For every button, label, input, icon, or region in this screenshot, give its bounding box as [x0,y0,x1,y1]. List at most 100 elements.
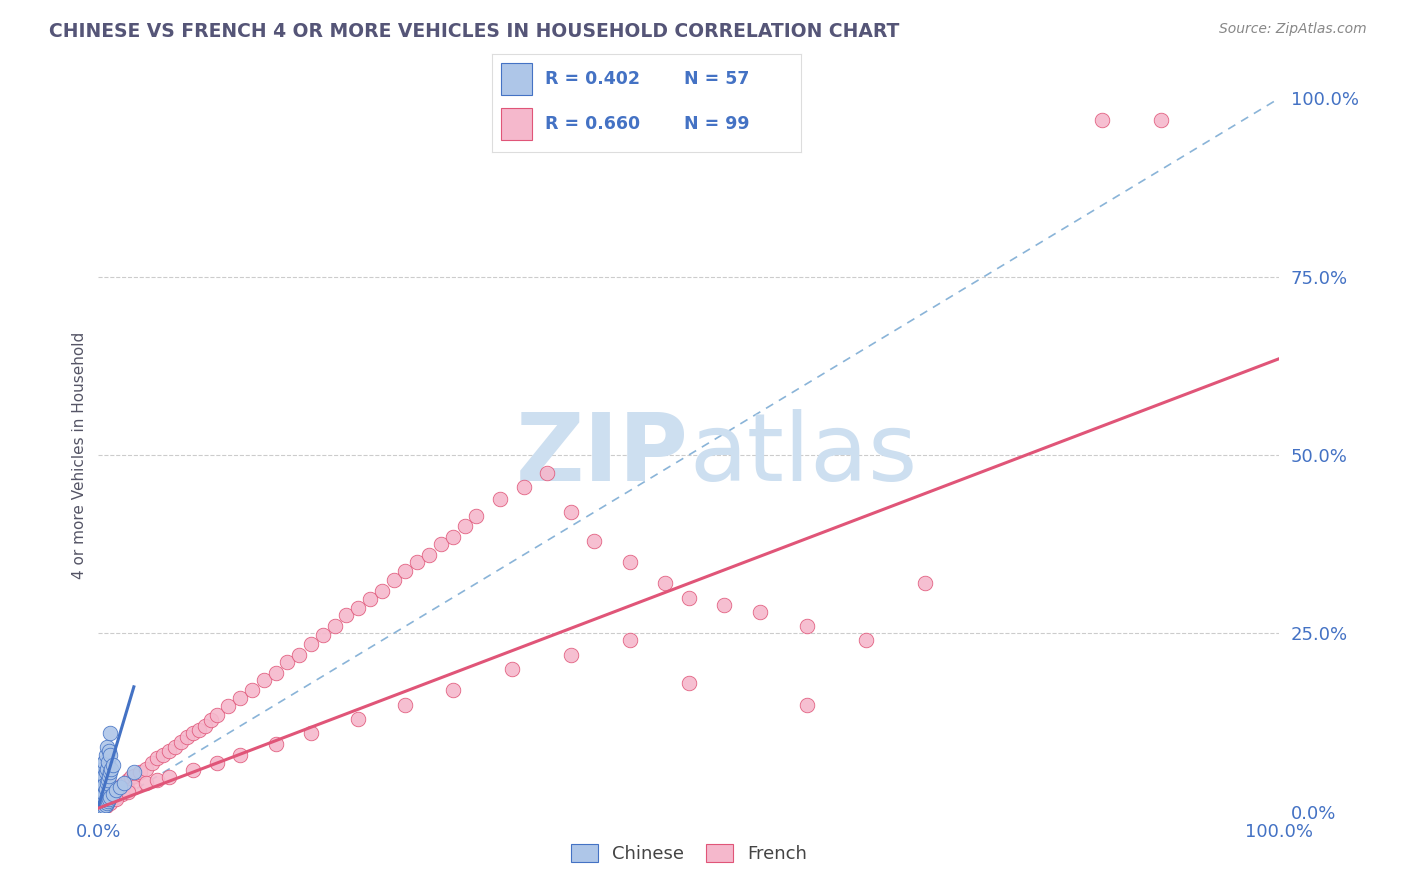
Point [93,787,115,801]
Legend: Chinese, French: Chinese, French [564,837,814,871]
Point [430,537,453,551]
Point [93,797,115,812]
Point [678,591,700,605]
Point [89,780,111,794]
Point [323,619,346,633]
Point [489,492,512,507]
Point [1150,112,1173,127]
Point [112,776,135,790]
Point [536,466,558,480]
Point [90,789,112,803]
Point [122,765,145,780]
Point [200,714,222,728]
Point [441,683,464,698]
Point [181,726,204,740]
Point [181,764,204,778]
Point [89,769,111,783]
Point [441,530,464,544]
Point [91,776,114,790]
Point [217,699,239,714]
Point [914,576,936,591]
Point [93,755,115,769]
Point [394,564,416,578]
Point [98,790,121,805]
Point [117,785,139,799]
Point [619,555,641,569]
Text: ZIP: ZIP [516,409,689,501]
Point [560,505,582,519]
Point [121,771,143,785]
Point [89,805,111,819]
Point [98,796,121,810]
FancyBboxPatch shape [502,109,533,140]
Point [98,792,121,806]
Point [90,792,112,806]
Point [91,790,114,805]
Point [146,751,169,765]
Point [97,772,120,787]
Point [1091,112,1114,127]
Point [90,803,112,817]
Point [91,787,114,801]
Point [91,762,114,776]
Point [101,758,124,772]
Text: R = 0.660: R = 0.660 [544,115,640,133]
Point [96,796,118,810]
Point [619,633,641,648]
Point [796,698,818,712]
Point [98,765,121,780]
Point [108,780,131,794]
Point [264,737,287,751]
Point [100,762,122,776]
Point [117,772,139,787]
Point [91,758,114,772]
FancyBboxPatch shape [502,63,533,95]
Point [406,555,429,569]
Point [91,800,114,814]
Point [135,776,157,790]
Point [90,801,112,815]
Y-axis label: 4 or more Vehicles in Household: 4 or more Vehicles in Household [72,331,87,579]
Point [97,792,120,806]
Point [347,601,370,615]
Point [108,780,131,794]
Point [264,665,287,680]
Point [187,723,209,737]
Point [240,683,263,698]
Point [98,744,121,758]
Point [465,508,488,523]
Point [97,794,120,808]
Point [89,797,111,812]
Point [654,576,676,591]
Point [101,787,124,801]
Point [90,783,112,797]
Point [94,781,117,796]
Point [418,548,440,562]
Point [560,648,582,662]
Point [94,794,117,808]
Point [276,655,298,669]
Point [98,726,121,740]
Point [96,776,118,790]
Point [146,772,169,787]
Point [98,789,121,803]
Point [96,740,118,755]
Point [94,799,117,814]
Point [111,778,134,792]
Point [253,673,276,687]
Point [229,690,252,705]
Point [299,726,322,740]
Point [91,802,114,816]
Point [89,801,111,815]
Point [205,756,228,771]
Point [176,730,198,744]
Point [93,796,115,810]
Text: atlas: atlas [689,409,917,501]
Point [94,797,117,812]
Point [91,799,114,814]
Point [89,803,111,817]
Point [91,799,114,814]
Point [93,799,115,814]
Text: R = 0.402: R = 0.402 [544,70,640,88]
Point [713,598,735,612]
